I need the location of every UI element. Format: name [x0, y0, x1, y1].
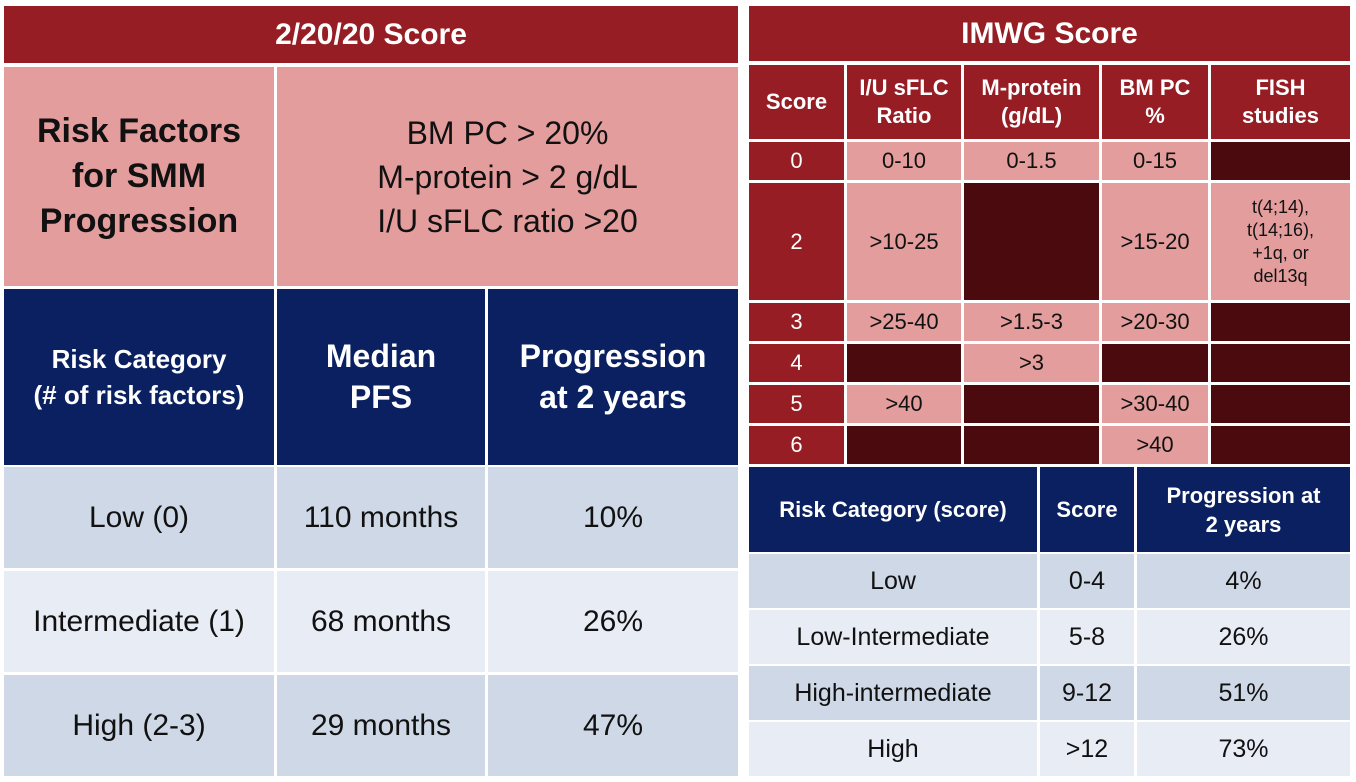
score-cell: 2 — [749, 183, 844, 300]
left-title: 2/20/20 Score — [4, 6, 738, 63]
table-cell: 73% — [1137, 722, 1350, 776]
header-risk-category: Risk Category (# of risk factors) — [4, 289, 274, 465]
score-cell: >15-20 — [1102, 183, 1208, 300]
empty-cell — [847, 344, 961, 382]
score-cell: 3 — [749, 303, 844, 341]
fish-studies-cell: t(4;14), t(14;16), +1q, or del13q — [1211, 183, 1350, 300]
table-cell: 29 months — [277, 675, 485, 776]
table-cell: Low — [749, 554, 1037, 608]
score-cell: 0-1.5 — [964, 142, 1099, 180]
table-cell: 4% — [1137, 554, 1350, 608]
table-cell: 26% — [488, 571, 738, 672]
score-cell: >1.5-3 — [964, 303, 1099, 341]
empty-cell — [1102, 344, 1208, 382]
table-cell: 51% — [1137, 666, 1350, 720]
table-cell: >12 — [1040, 722, 1134, 776]
table-cell: Low (0) — [4, 467, 274, 568]
empty-cell — [1211, 385, 1350, 423]
score-header: M-protein (g/dL) — [964, 65, 1099, 139]
score-cell: >40 — [1102, 426, 1208, 464]
table-cell: High (2-3) — [4, 675, 274, 776]
score-cell: 6 — [749, 426, 844, 464]
table-cell: Low-Intermediate — [749, 610, 1037, 664]
table-cell: 68 months — [277, 571, 485, 672]
table-cell: 5-8 — [1040, 610, 1134, 664]
score-cell: 4 — [749, 344, 844, 382]
risk-factors-list: BM PC > 20% M-protein > 2 g/dL I/U sFLC … — [277, 67, 738, 286]
right-title: IMWG Score — [749, 6, 1350, 61]
table-cell: Intermediate (1) — [4, 571, 274, 672]
table-cell: 26% — [1137, 610, 1350, 664]
score-header: FISH studies — [1211, 65, 1350, 139]
empty-cell — [1211, 344, 1350, 382]
score-cell: >3 — [964, 344, 1099, 382]
header-progression: Progression at 2 years — [488, 289, 738, 465]
score-cell: >25-40 — [847, 303, 961, 341]
empty-cell — [847, 426, 961, 464]
score-cell: >40 — [847, 385, 961, 423]
score-header: I/U sFLC Ratio — [847, 65, 961, 139]
score-cell: 0 — [749, 142, 844, 180]
empty-cell — [964, 385, 1099, 423]
score-header: BM PC % — [1102, 65, 1208, 139]
score-cell: 0-10 — [847, 142, 961, 180]
empty-cell — [1211, 426, 1350, 464]
score-header: Score — [749, 65, 844, 139]
table-cell: 10% — [488, 467, 738, 568]
score-cell: >30-40 — [1102, 385, 1208, 423]
header-median-pfs: Median PFS — [277, 289, 485, 465]
imwg-header-progression: Progression at 2 years — [1137, 467, 1350, 552]
empty-cell — [1211, 303, 1350, 341]
table-cell: 47% — [488, 675, 738, 776]
score-cell: >20-30 — [1102, 303, 1208, 341]
imwg-header-score: Score — [1040, 467, 1134, 552]
table-cell: 0-4 — [1040, 554, 1134, 608]
imwg-header-risk-category: Risk Category (score) — [749, 467, 1037, 552]
score-cell: 0-15 — [1102, 142, 1208, 180]
empty-cell — [964, 426, 1099, 464]
risk-factors-label: Risk Factors for SMM Progression — [4, 67, 274, 286]
table-cell: High-intermediate — [749, 666, 1037, 720]
score-cell: 5 — [749, 385, 844, 423]
empty-cell — [1211, 142, 1350, 180]
empty-cell — [964, 183, 1099, 300]
table-cell: 9-12 — [1040, 666, 1134, 720]
score-cell: >10-25 — [847, 183, 961, 300]
table-cell: 110 months — [277, 467, 485, 568]
table-cell: High — [749, 722, 1037, 776]
